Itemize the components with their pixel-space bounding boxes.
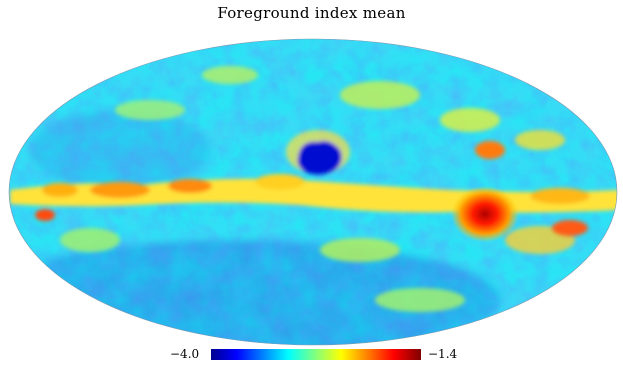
map-outline [8,38,618,346]
colorbar [211,349,421,360]
map-field [9,39,617,345]
colorbar-min-label: −4.0 [170,347,200,361]
map-title: Foreground index mean [217,4,406,22]
colorbar-max-label: −1.4 [428,347,458,361]
